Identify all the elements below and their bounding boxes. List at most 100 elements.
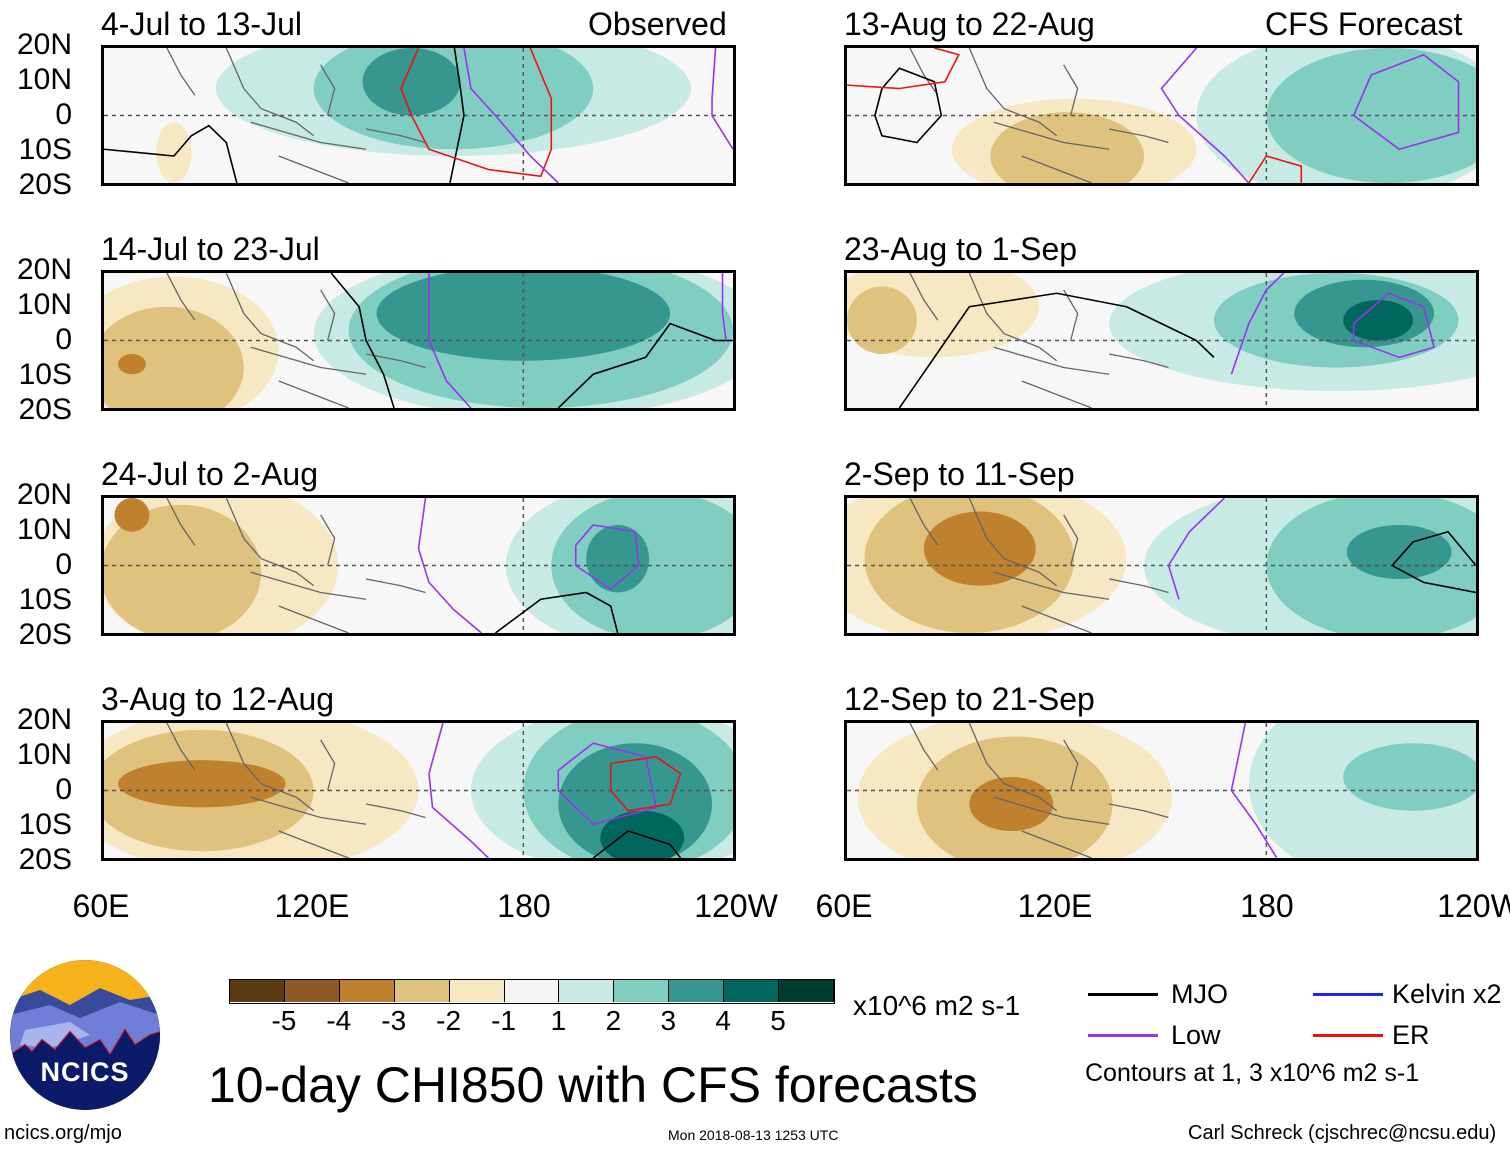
coastline xyxy=(167,273,426,408)
contour-line xyxy=(429,273,471,408)
lon-label: 120E xyxy=(1017,888,1093,924)
colorbar-labels: -5 -4 -3 -2 -1 1 2 3 4 5 xyxy=(229,1005,833,1036)
anomaly-region xyxy=(1346,525,1452,579)
colorbar-swatch xyxy=(284,980,340,1002)
footer-author: Carl Schreck (cjschrec@ncsu.edu) xyxy=(1188,1122,1497,1144)
map-panel xyxy=(101,270,736,411)
colorbar-label: -5 xyxy=(271,1005,297,1036)
anomaly-region xyxy=(117,760,286,808)
legend-line-low xyxy=(1088,1034,1158,1037)
anomaly-region xyxy=(990,112,1145,183)
contour-line xyxy=(847,48,959,89)
anomaly-region xyxy=(362,48,461,116)
legend-line-er xyxy=(1313,1034,1383,1037)
anomaly-region xyxy=(1266,48,1476,183)
colorbar-swatch xyxy=(394,980,450,1002)
contour-line xyxy=(899,293,1213,408)
colorbar-swatch xyxy=(504,980,560,1002)
coastline xyxy=(910,48,1169,183)
legend: MJO Kelvin x2 Low ER Contours at 1, 3 x1… xyxy=(1085,975,1510,1095)
contour-line xyxy=(1231,273,1283,374)
colorbar-label: 2 xyxy=(605,1005,622,1036)
lon-label: 120W xyxy=(694,888,778,924)
coastline xyxy=(910,498,1169,633)
lat-label: 10S xyxy=(18,133,72,166)
contour-line xyxy=(419,498,482,633)
lat-label: 20N xyxy=(16,703,72,736)
map-panel xyxy=(101,45,736,186)
contour-line xyxy=(723,273,726,341)
anomaly-region xyxy=(114,498,150,532)
lon-label: 180 xyxy=(1240,888,1294,924)
colorbar-swatch xyxy=(449,980,505,1002)
coastline xyxy=(167,498,426,633)
map-panel xyxy=(101,495,736,636)
contour-line xyxy=(104,126,237,183)
colorbar-units: x10^6 m2 s-1 xyxy=(853,990,1021,1021)
colorbar-label: -2 xyxy=(436,1005,462,1036)
colorbar-label: -1 xyxy=(491,1005,516,1036)
colorbar-swatch xyxy=(669,980,725,1002)
contour-line xyxy=(558,743,656,824)
lat-label: 20N xyxy=(16,28,72,61)
coastline xyxy=(910,723,1169,858)
contour-line xyxy=(450,48,464,183)
contour-line xyxy=(1249,156,1301,183)
lat-label: 0 xyxy=(55,773,72,806)
colorbar-label: 5 xyxy=(770,1005,786,1036)
contour-line xyxy=(401,48,551,176)
map-panel xyxy=(101,720,736,861)
legend-label-mjo: MJO xyxy=(1171,979,1228,1009)
panel-title: 23-Aug to 1-Sep xyxy=(844,231,1078,267)
logo-mountains-icon xyxy=(10,960,160,1110)
anomaly-region xyxy=(1343,743,1476,811)
anomaly-region xyxy=(923,511,1036,586)
contour-line xyxy=(495,593,617,634)
lat-label: 10S xyxy=(18,358,72,391)
lat-label: 10S xyxy=(18,808,72,841)
column-label: Observed xyxy=(588,6,727,42)
contour-note: Contours at 1, 3 x10^6 m2 s-1 xyxy=(1085,1059,1420,1087)
figure-title: 10-day CHI850 with CFS forecasts xyxy=(208,1057,978,1113)
lon-label: 120W xyxy=(1437,888,1510,924)
lat-label: 20S xyxy=(18,393,72,426)
logo-text: NCICS xyxy=(40,1057,130,1087)
contour-line xyxy=(1162,48,1249,183)
column-label: CFS Forecast xyxy=(1265,6,1463,42)
lat-label: 20S xyxy=(18,618,72,651)
panel-title: 3-Aug to 12-Aug xyxy=(101,681,335,717)
footer-url: ncics.org/mjo xyxy=(4,1122,122,1144)
legend-line-mjo xyxy=(1088,993,1158,996)
colorbar-swatch xyxy=(339,980,395,1002)
colorbar xyxy=(229,979,835,1004)
anomaly-region xyxy=(104,504,262,633)
panel-title: 14-Jul to 23-Jul xyxy=(101,231,320,267)
lat-label: 10N xyxy=(16,63,72,96)
contour-line xyxy=(558,324,733,408)
colorbar-label: -4 xyxy=(326,1005,352,1036)
anomaly-region xyxy=(600,810,685,858)
anomaly-region xyxy=(586,525,650,593)
map-panel xyxy=(844,720,1479,861)
panel-title: 13-Aug to 22-Aug xyxy=(844,6,1095,42)
colorbar-label: 1 xyxy=(550,1005,567,1036)
map-panel xyxy=(844,45,1479,186)
lat-label: 20N xyxy=(16,478,72,511)
anomaly-region xyxy=(104,306,244,408)
contour-line xyxy=(1168,498,1224,599)
contour-line xyxy=(576,525,639,589)
contour-line xyxy=(593,831,680,858)
anomaly-region xyxy=(847,286,917,354)
colorbar-swatch xyxy=(724,980,780,1002)
map-panel xyxy=(844,495,1479,636)
lon-label: 180 xyxy=(497,888,551,924)
panel-title: 12-Sep to 21-Sep xyxy=(844,681,1095,717)
lat-label: 10N xyxy=(16,288,72,321)
ncics-logo: NCICS xyxy=(10,960,160,1110)
lat-label: 0 xyxy=(55,323,72,356)
colorbar-label: -3 xyxy=(381,1005,407,1036)
lon-label: 60E xyxy=(815,888,873,924)
panel-title: 4-Jul to 13-Jul xyxy=(101,6,302,42)
colorbar-swatch xyxy=(230,980,285,1002)
contour-line xyxy=(429,723,488,858)
